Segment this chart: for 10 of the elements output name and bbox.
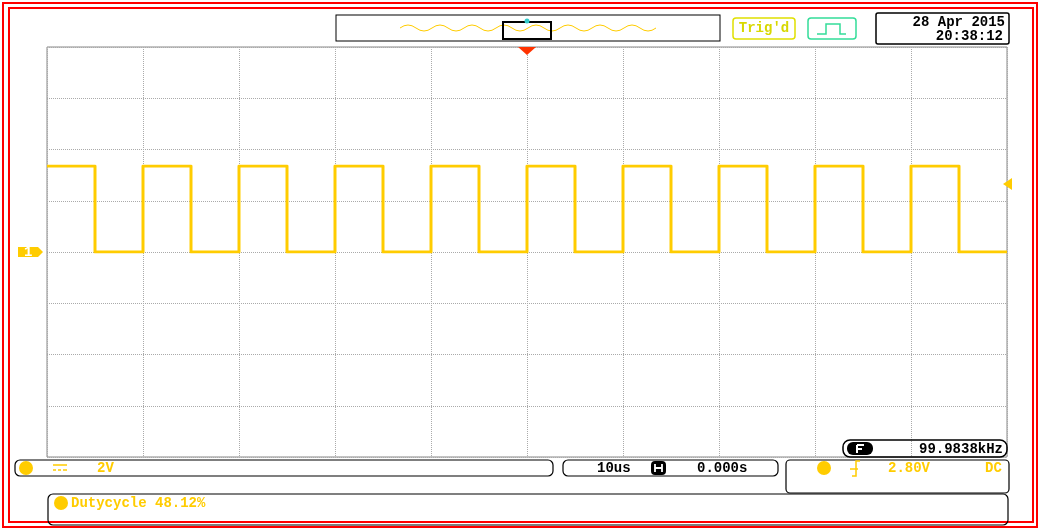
text: 2V bbox=[97, 460, 114, 476]
text: Trig'd bbox=[737, 20, 791, 36]
text: 28 Apr 2015 bbox=[912, 14, 1005, 30]
text: 20:38:12 bbox=[935, 28, 1003, 44]
text: 99.9838kHz bbox=[918, 441, 1003, 457]
text: 2.80V bbox=[888, 460, 931, 476]
text: Dutycycle 48.12% bbox=[71, 495, 206, 511]
text: DC bbox=[985, 460, 1002, 476]
text: 0.000s bbox=[697, 460, 748, 476]
text: 10us bbox=[597, 460, 631, 476]
